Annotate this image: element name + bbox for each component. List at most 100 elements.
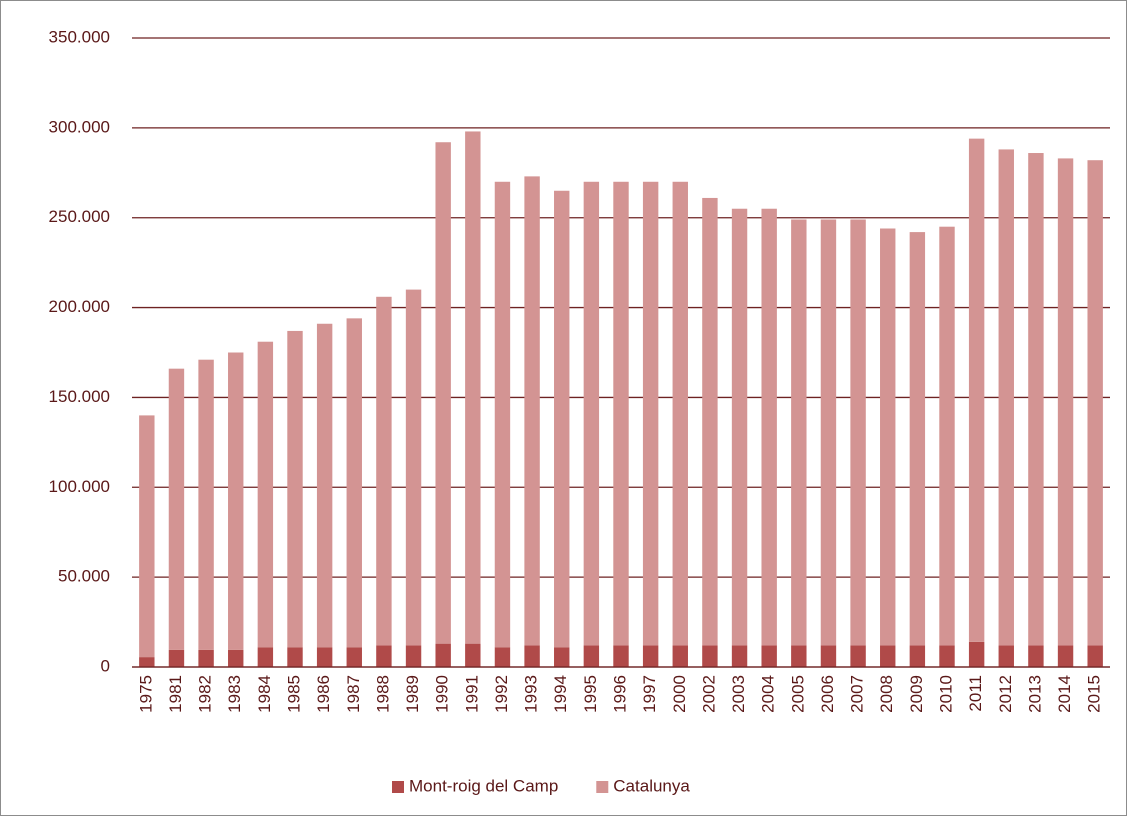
bar-segment [672, 645, 688, 667]
bar-segment [139, 415, 155, 658]
x-tick-label: 1997 [640, 675, 659, 713]
x-tick-label: 2012 [996, 675, 1015, 713]
bar-segment [880, 645, 896, 667]
bar-segment [346, 318, 362, 648]
bar-segment [287, 647, 303, 667]
legend-label: Catalunya [613, 776, 690, 795]
x-tick-label: 2015 [1085, 675, 1104, 713]
bar-segment [316, 647, 333, 667]
bar-segment [435, 643, 451, 667]
bar-segment [405, 645, 422, 667]
bar-segment [583, 181, 600, 646]
x-tick-label: 1983 [225, 675, 244, 713]
bar-segment [494, 181, 511, 648]
x-tick-label: 1991 [462, 675, 481, 713]
y-tick-label: 0 [101, 656, 110, 675]
bar-segment [939, 645, 955, 667]
bar-segment [880, 228, 896, 646]
bar-segment [376, 645, 392, 667]
bar-segment [228, 352, 244, 650]
bar-segment [998, 645, 1014, 667]
x-tick-label: 2009 [907, 675, 926, 713]
bar-segment [376, 296, 392, 646]
bar-segment [1028, 153, 1044, 646]
bar-segment [968, 138, 985, 642]
bar-segment [583, 645, 600, 667]
x-tick-label: 1989 [403, 675, 422, 713]
x-tick-label: 2011 [966, 675, 985, 712]
bar-segment [672, 181, 688, 646]
bar-segment [850, 219, 866, 646]
bar-segment [198, 649, 214, 667]
x-tick-label: 2005 [788, 675, 807, 713]
bar-segment [968, 641, 985, 667]
x-tick-label: 2014 [1055, 675, 1074, 713]
bar-segment [820, 645, 837, 667]
bar-segment [909, 645, 926, 667]
bar-segment [1057, 645, 1074, 667]
x-tick-label: 1986 [314, 675, 333, 713]
bar-segment [168, 368, 185, 650]
bar-segment [405, 289, 422, 646]
bar-segment [642, 645, 659, 667]
x-tick-label: 1990 [433, 675, 452, 713]
bar-segment [139, 657, 155, 667]
bar-segment [761, 645, 777, 667]
bar-segment [524, 645, 540, 667]
bar-segment [702, 645, 718, 667]
bar-segment [850, 645, 866, 667]
y-tick-label: 200.000 [49, 297, 110, 316]
bar-segment [168, 649, 185, 667]
bar-segment [257, 647, 274, 667]
x-tick-label: 1981 [166, 675, 185, 713]
x-tick-label: 1996 [610, 675, 629, 713]
x-tick-label: 1984 [255, 675, 274, 713]
bar-segment [435, 142, 451, 644]
bar-segment [465, 643, 481, 667]
bar-segment [316, 323, 333, 648]
legend-swatch [596, 781, 609, 793]
x-tick-label: 1993 [522, 675, 541, 713]
bar-segment [287, 330, 303, 648]
x-tick-label: 2006 [818, 675, 837, 713]
bar-segment [613, 181, 629, 646]
bar-segment [1057, 158, 1074, 646]
x-tick-label: 1975 [136, 675, 155, 713]
x-tick-label: 2003 [729, 675, 748, 713]
x-tick-label: 2010 [936, 675, 955, 713]
bar-segment [346, 647, 362, 667]
y-tick-label: 50.000 [58, 567, 110, 586]
x-tick-label: 2002 [699, 675, 718, 713]
bar-segment [1028, 645, 1044, 667]
bar-segment [761, 208, 777, 646]
bar-segment [820, 219, 837, 646]
bar-segment [1087, 645, 1103, 667]
y-tick-label: 250.000 [49, 207, 110, 226]
bar-segment [198, 359, 214, 650]
x-tick-label: 1988 [373, 675, 392, 713]
x-tick-label: 1995 [581, 675, 600, 713]
bar-segment [731, 645, 748, 667]
x-tick-label: 1987 [344, 675, 363, 713]
bar-segment [257, 341, 274, 648]
x-tick-label: 2000 [670, 675, 689, 713]
y-tick-label: 350.000 [49, 27, 110, 46]
y-tick-label: 150.000 [49, 387, 110, 406]
bar-segment [791, 645, 807, 667]
bar-segment [909, 232, 926, 646]
bar-segment [465, 131, 481, 644]
legend-label: Mont-roig del Camp [409, 776, 558, 795]
x-tick-label: 1982 [196, 675, 215, 713]
bar-segment [1087, 160, 1103, 646]
bar-segment [554, 647, 570, 667]
bar-segment [494, 647, 511, 667]
y-tick-label: 300.000 [49, 117, 110, 136]
x-tick-label: 2008 [877, 675, 896, 713]
bar-segment [791, 219, 807, 646]
x-tick-label: 1985 [284, 675, 303, 713]
bar-segment [554, 190, 570, 648]
bar-segment [524, 176, 540, 646]
y-tick-label: 100.000 [49, 477, 110, 496]
x-tick-label: 2013 [1025, 675, 1044, 713]
